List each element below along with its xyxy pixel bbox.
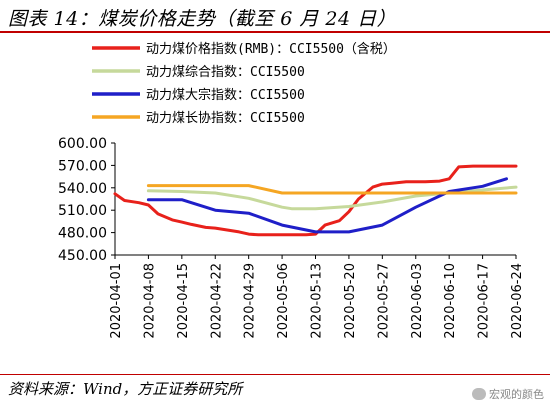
x-tick-label: 2020-05-20 <box>343 263 358 339</box>
y-tick-label: 510.00 <box>58 203 107 219</box>
x-tick-label: 2020-04-22 <box>209 263 224 339</box>
x-tick-label: 2020-04-08 <box>142 263 157 339</box>
chart-series <box>113 164 518 237</box>
legend-label: 动力煤大宗指数：CCI5500 <box>146 87 305 103</box>
y-tick-label: 540.00 <box>58 181 107 197</box>
wechat-icon <box>472 388 486 400</box>
x-tick-label: 2020-05-06 <box>276 263 291 339</box>
x-tick-label: 2020-06-24 <box>510 263 525 339</box>
y-tick-label: 480.00 <box>58 226 107 242</box>
title-bar: 图表 14：煤炭价格走势（截至 6 月 24 日） <box>0 0 550 33</box>
x-tick-label: 2020-05-13 <box>310 263 325 339</box>
x-tick-label: 2020-05-27 <box>376 263 391 339</box>
chart-axes: 600.00570.00540.00510.00480.00450.002020… <box>58 136 525 339</box>
page-title: 图表 14：煤炭价格走势（截至 6 月 24 日） <box>8 8 397 30</box>
y-tick-label: 450.00 <box>58 248 107 264</box>
x-tick-label: 2020-04-01 <box>109 263 124 339</box>
x-tick-label: 2020-06-03 <box>410 263 425 339</box>
x-tick-label: 2020-06-10 <box>443 263 458 339</box>
legend-label: 动力煤综合指数：CCI5500 <box>146 65 305 80</box>
series-line <box>146 184 518 195</box>
series-line <box>113 164 518 237</box>
watermark: 宏观的颜色 <box>472 386 544 402</box>
source-note: 资料来源：Wind，方正证券研究所 <box>8 380 243 398</box>
watermark-text: 宏观的颜色 <box>489 388 544 401</box>
x-tick-label: 2020-06-17 <box>477 263 492 339</box>
chart-legend: 动力煤价格指数(RMB)：CCI5500（含税） 动力煤综合指数：CCI5500 动… <box>92 41 396 126</box>
x-tick-label: 2020-04-15 <box>176 263 191 339</box>
coal-price-line-chart: 动力煤价格指数(RMB)：CCI5500（含税） 动力煤综合指数：CCI5500 动… <box>58 41 525 339</box>
y-tick-label: 600.00 <box>58 136 107 152</box>
legend-label: 动力煤价格指数(RMB)：CCI5500（含税） <box>146 41 396 57</box>
source-divider <box>0 374 550 375</box>
y-tick-label: 570.00 <box>58 158 107 174</box>
legend-label: 动力煤长协指数：CCI5500 <box>146 111 305 126</box>
x-tick-label: 2020-04-29 <box>243 263 258 339</box>
series-line <box>146 177 508 234</box>
title-divider <box>0 31 550 33</box>
